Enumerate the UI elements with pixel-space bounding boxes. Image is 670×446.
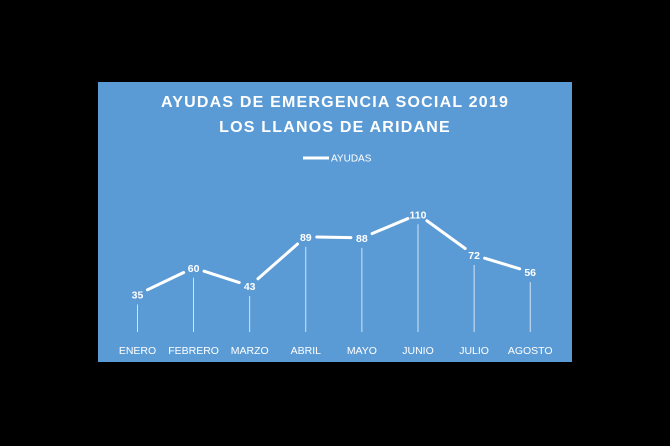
x-tick-label: MAYO <box>347 345 377 357</box>
data-label: 72 <box>468 250 480 262</box>
series-line-segment <box>256 242 300 281</box>
data-label: 35 <box>132 290 144 302</box>
x-tick-label: MARZO <box>231 345 269 357</box>
series-line-segment <box>370 217 410 236</box>
x-tick-label: FEBRERO <box>168 345 219 357</box>
data-label: 60 <box>188 263 200 275</box>
x-tick-label: ABRIL <box>291 345 322 357</box>
chart-panel: AYUDAS DE EMERGENCIA SOCIAL 2019 LOS LLA… <box>98 82 572 362</box>
x-tick-label: JULIO <box>459 345 489 357</box>
drop-lines <box>137 224 531 332</box>
chart-title: AYUDAS DE EMERGENCIA SOCIAL 2019 <box>161 94 509 111</box>
series-line-segment <box>483 256 522 271</box>
x-tick-label: AGOSTO <box>508 345 553 357</box>
data-label: 89 <box>300 232 312 244</box>
data-label: 88 <box>356 233 368 245</box>
legend: AYUDAS <box>303 154 372 165</box>
line-chart: AYUDAS DE EMERGENCIA SOCIAL 2019 LOS LLA… <box>119 94 553 357</box>
data-labels: 35 60 43 89 88 110 72 56 <box>132 209 537 301</box>
series-line-segment <box>315 235 353 240</box>
x-axis-tick-labels: ENERO FEBRERO MARZO ABRIL MAYO JUNIO JULIO AGOS… <box>119 345 553 357</box>
series-line-segment <box>202 269 241 285</box>
series-line-segment <box>145 271 186 292</box>
data-label: 56 <box>524 267 536 279</box>
data-label: 43 <box>244 281 256 293</box>
series-line-segment <box>425 219 467 251</box>
series-ayudas <box>145 217 522 292</box>
x-tick-label: JUNIO <box>402 345 434 357</box>
data-label: 110 <box>410 209 427 221</box>
legend-label: AYUDAS <box>331 154 372 165</box>
x-tick-label: ENERO <box>119 345 156 357</box>
chart-subtitle: LOS LLANOS DE ARIDANE <box>219 119 451 136</box>
